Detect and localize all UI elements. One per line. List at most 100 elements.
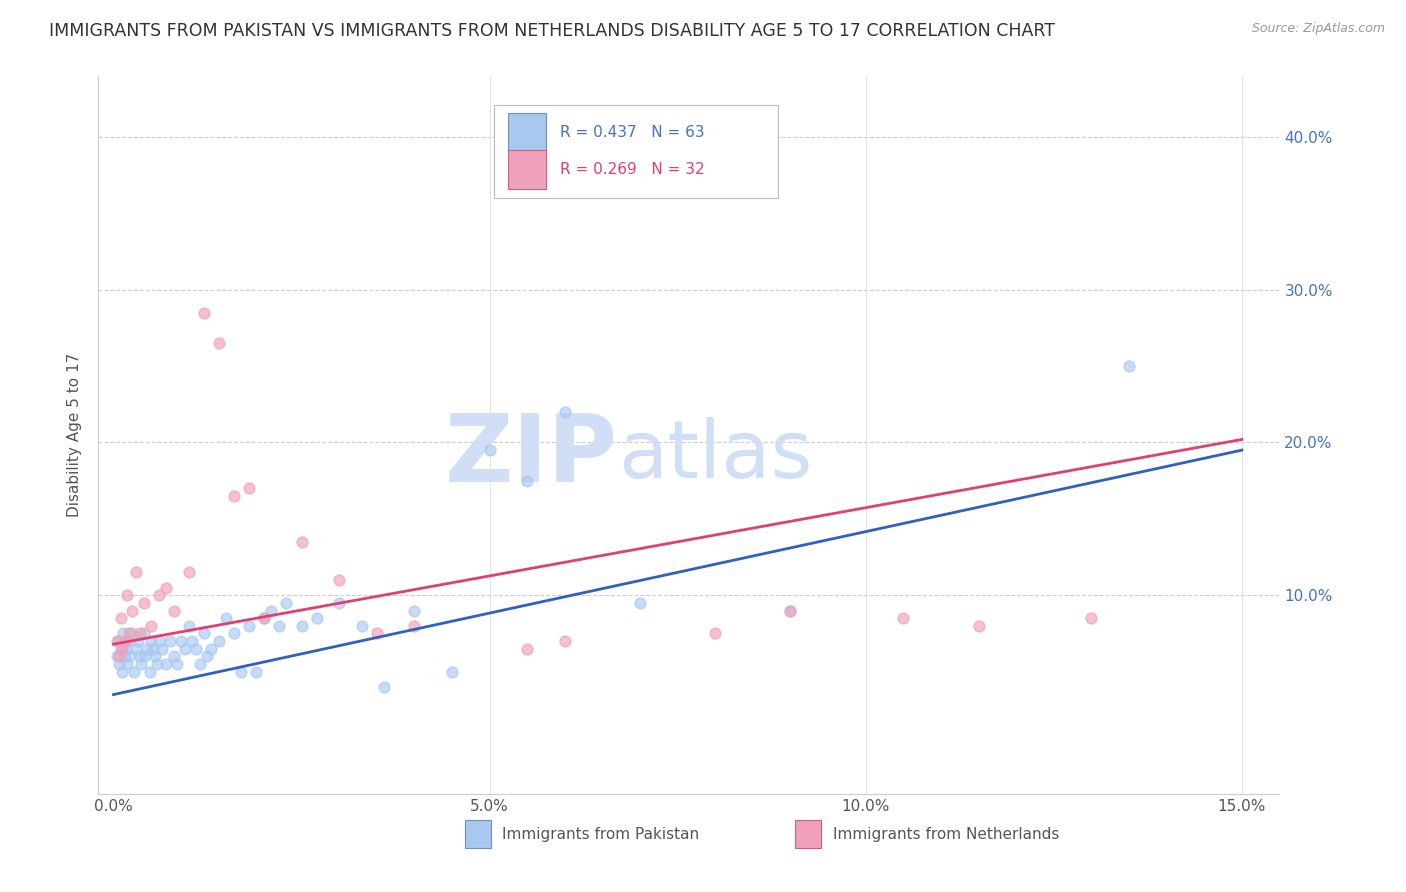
Point [121,603,143,617]
Bar [796,821,821,847]
Point [128,649,150,664]
Point [111,665,134,679]
Point [148,588,170,602]
Point [245,665,267,679]
Point [231,665,253,679]
Point [128,626,150,640]
Point [110,611,132,625]
Point [276,596,298,610]
Point [174,641,197,656]
Point [197,649,219,664]
Point [305,611,328,625]
Point [142,641,165,656]
Point [166,657,188,671]
Point [143,649,166,664]
Point [1118,359,1140,373]
Point [170,634,193,648]
Point [328,596,350,610]
Point [222,626,245,640]
Point [208,336,231,351]
Point [148,634,170,648]
Point [290,534,312,549]
FancyBboxPatch shape [494,104,778,198]
Point [110,641,132,656]
Text: R = 0.269   N = 32: R = 0.269 N = 32 [560,162,704,177]
Point [267,619,290,633]
Point [127,634,149,648]
Point [118,649,141,664]
Point [129,657,152,671]
Point [253,611,276,625]
Point [122,665,145,679]
Point [108,649,131,664]
Point [186,641,208,656]
Point [108,634,131,648]
Point [779,603,801,617]
Bar [508,150,546,189]
Point [125,566,148,580]
Point [114,649,136,664]
Bar [464,821,491,847]
Point [193,626,215,640]
Point [139,634,162,648]
Point [136,641,159,656]
Point [132,596,155,610]
Point [208,634,231,648]
Point [967,619,990,633]
Point [132,626,155,640]
Point [105,649,128,664]
Point [373,680,395,694]
Point [177,619,200,633]
Point [628,596,651,610]
Point [155,581,177,595]
Point [115,588,138,602]
Point [779,603,801,617]
Point [117,626,139,640]
Point [188,657,211,671]
Text: ZIP: ZIP [446,410,619,502]
Point [215,611,238,625]
Point [404,603,426,617]
Point [138,665,160,679]
Point [105,634,128,648]
Point [121,626,143,640]
Text: IMMIGRANTS FROM PAKISTAN VS IMMIGRANTS FROM NETHERLANDS DISABILITY AGE 5 TO 17 C: IMMIGRANTS FROM PAKISTAN VS IMMIGRANTS F… [49,22,1056,40]
Point [146,657,169,671]
Point [181,634,204,648]
Y-axis label: Disability Age 5 to 17: Disability Age 5 to 17 [67,352,83,517]
Point [238,619,260,633]
Point [238,481,260,495]
Point [516,641,538,656]
Point [117,634,139,648]
Point [366,626,388,640]
Point [290,619,312,633]
Point [516,474,538,488]
Text: atlas: atlas [619,417,813,495]
Point [159,634,181,648]
Point [1080,611,1102,625]
Point [134,649,156,664]
Point [891,611,914,625]
Point [440,665,463,679]
Point [478,443,501,458]
Point [114,634,136,648]
Point [112,626,135,640]
Text: Immigrants from Netherlands: Immigrants from Netherlands [832,827,1059,841]
Bar [508,113,546,153]
Point [155,657,177,671]
Point [350,619,373,633]
Point [554,405,576,419]
Point [260,603,283,617]
Point [163,649,186,664]
Point [115,641,138,656]
Point [150,641,173,656]
Point [200,641,222,656]
Point [115,657,138,671]
Point [177,566,200,580]
Point [222,489,245,503]
Point [404,619,426,633]
Point [125,641,148,656]
Point [328,573,350,587]
Point [111,641,134,656]
Point [163,603,186,617]
